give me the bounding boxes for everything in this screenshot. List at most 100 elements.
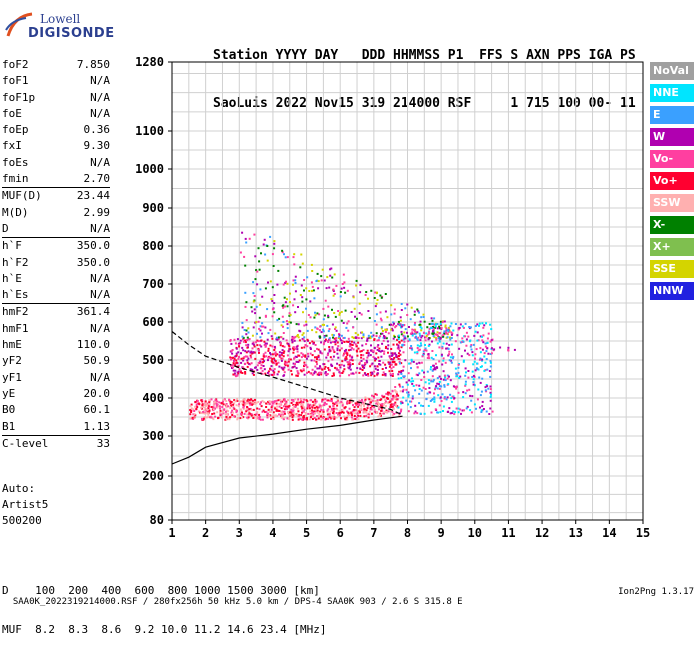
echo-point: [409, 406, 412, 409]
echo-point: [391, 375, 394, 377]
echo-point: [391, 329, 394, 332]
x-tick-label: 5: [303, 526, 310, 540]
echo-point: [464, 335, 467, 338]
echo-point: [402, 388, 405, 391]
echo-point: [240, 371, 242, 374]
echo-point: [418, 348, 421, 351]
echo-point: [310, 263, 313, 266]
echo-point: [287, 368, 290, 371]
echo-point: [457, 371, 460, 374]
echo-point: [438, 325, 441, 328]
echo-point: [322, 318, 325, 321]
echo-point: [411, 348, 414, 351]
echo-point: [423, 412, 426, 415]
echo-point: [323, 341, 326, 344]
echo-point: [322, 413, 325, 416]
echo-point: [267, 370, 270, 373]
echo-point: [345, 356, 348, 358]
echo-point: [303, 361, 306, 364]
echo-point: [246, 346, 249, 349]
echo-point: [231, 349, 234, 351]
echo-point: [455, 372, 458, 375]
echo-point: [364, 362, 367, 365]
echo-point: [317, 371, 320, 374]
echo-point: [338, 412, 341, 415]
echo-point: [272, 265, 275, 267]
echo-point: [356, 336, 359, 339]
echo-point: [337, 345, 340, 348]
echo-point: [395, 353, 398, 356]
echo-point: [359, 284, 362, 287]
echo-point: [380, 355, 383, 358]
echo-point: [314, 326, 317, 329]
echo-point: [437, 337, 440, 340]
echo-point: [392, 361, 395, 363]
param-row: hmF1 N/A: [2, 321, 110, 337]
echo-point: [394, 363, 397, 366]
echo-point: [367, 354, 370, 357]
echo-point: [280, 366, 283, 369]
echo-point: [258, 408, 261, 411]
echo-point: [254, 398, 256, 401]
echo-point: [252, 401, 255, 404]
echo-point: [342, 273, 345, 276]
echo-point: [230, 401, 233, 403]
echo-point: [294, 311, 297, 314]
echo-point: [335, 412, 338, 414]
echo-point: [322, 330, 325, 333]
echo-point: [447, 326, 450, 329]
echo-point: [415, 373, 418, 376]
echo-point: [296, 407, 299, 410]
echo-point: [375, 402, 378, 405]
echo-point: [333, 337, 336, 340]
echo-point: [419, 339, 422, 342]
echo-point: [442, 334, 445, 336]
echo-point: [295, 356, 298, 358]
echo-point: [254, 366, 257, 369]
echo-point: [346, 414, 349, 417]
echo-point: [425, 335, 428, 337]
echo-point: [393, 312, 396, 315]
echo-point: [207, 409, 210, 412]
echo-point: [383, 335, 385, 337]
echo-point: [385, 366, 387, 369]
echo-point: [362, 349, 365, 351]
echo-point: [356, 350, 359, 353]
echo-point: [349, 355, 352, 358]
echo-point: [256, 270, 259, 273]
echo-point: [244, 362, 247, 365]
echo-point: [203, 412, 206, 415]
echo-point: [358, 404, 361, 407]
echo-point: [234, 364, 237, 367]
echo-point: [295, 367, 298, 370]
echo-point: [358, 371, 361, 374]
echo-point: [299, 294, 302, 296]
echo-point: [366, 412, 369, 415]
echo-point: [233, 399, 236, 402]
echo-point: [371, 362, 374, 365]
echo-point: [248, 410, 251, 413]
echo-point: [443, 330, 446, 333]
echo-point: [416, 347, 419, 349]
echo-point: [418, 345, 421, 348]
echo-point: [314, 344, 317, 346]
echo-point: [323, 348, 326, 351]
echo-point: [472, 374, 475, 377]
echo-point: [341, 283, 344, 285]
echo-point: [306, 371, 308, 374]
echo-point: [244, 341, 247, 344]
echo-point: [445, 398, 448, 401]
echo-point: [248, 412, 251, 415]
echo-point: [328, 346, 331, 348]
echo-point: [276, 319, 279, 322]
echo-point: [389, 399, 392, 402]
echo-point: [375, 352, 378, 355]
echo-point: [241, 335, 244, 338]
echo-point: [346, 352, 349, 355]
echo-point: [219, 407, 222, 410]
echo-point: [422, 316, 425, 318]
echo-point: [408, 339, 411, 342]
echo-point: [263, 401, 266, 404]
echo-point: [280, 342, 282, 345]
echo-point: [258, 268, 261, 271]
